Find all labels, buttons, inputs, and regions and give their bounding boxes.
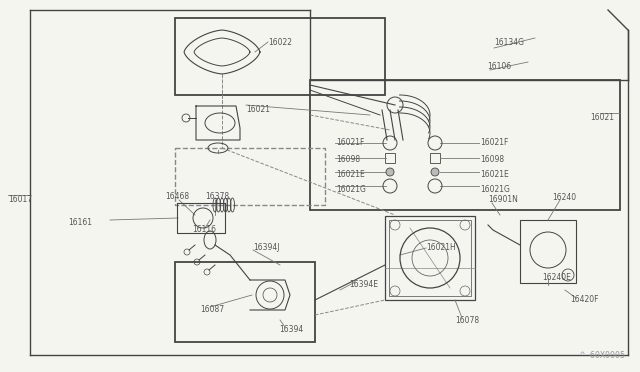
Bar bbox=[175, 18, 385, 95]
Text: 16394E: 16394E bbox=[349, 280, 378, 289]
Text: 16116: 16116 bbox=[192, 225, 216, 234]
Text: 16021G: 16021G bbox=[336, 185, 366, 194]
Text: 16098: 16098 bbox=[480, 155, 504, 164]
Text: 16420F: 16420F bbox=[570, 295, 598, 304]
Circle shape bbox=[431, 168, 439, 176]
Bar bbox=[389, 220, 471, 296]
Text: 16901N: 16901N bbox=[488, 195, 518, 204]
Text: 16017: 16017 bbox=[8, 195, 32, 204]
Text: 16021E: 16021E bbox=[336, 170, 365, 179]
Text: 16468: 16468 bbox=[165, 192, 189, 201]
Text: 16098: 16098 bbox=[336, 155, 360, 164]
Text: 16087: 16087 bbox=[200, 305, 224, 314]
Bar bbox=[385, 153, 395, 163]
Text: 16134G: 16134G bbox=[494, 38, 524, 47]
Text: 16021F: 16021F bbox=[480, 138, 508, 147]
Text: 16021F: 16021F bbox=[336, 138, 364, 147]
Bar bbox=[385, 216, 475, 300]
Bar bbox=[520, 220, 576, 283]
Bar bbox=[175, 262, 315, 342]
Text: 16021E: 16021E bbox=[480, 170, 509, 179]
Text: 16240: 16240 bbox=[552, 193, 576, 202]
Text: 16106: 16106 bbox=[487, 62, 511, 71]
Text: 16394: 16394 bbox=[279, 325, 303, 334]
Bar bbox=[310, 80, 620, 210]
Text: 16078: 16078 bbox=[455, 316, 479, 325]
Text: 16161: 16161 bbox=[68, 218, 92, 227]
Bar bbox=[430, 153, 440, 163]
Text: 16021H: 16021H bbox=[426, 243, 456, 252]
Text: 16021G: 16021G bbox=[480, 185, 510, 194]
Text: 16022: 16022 bbox=[268, 38, 292, 47]
Text: 16021: 16021 bbox=[246, 105, 270, 114]
Text: 16240E: 16240E bbox=[542, 273, 571, 282]
Text: ^ 60X0005: ^ 60X0005 bbox=[580, 351, 625, 360]
Text: 16394J: 16394J bbox=[253, 243, 280, 252]
Text: 16378: 16378 bbox=[205, 192, 229, 201]
Bar bbox=[175, 148, 325, 205]
Text: 16021: 16021 bbox=[590, 113, 614, 122]
Circle shape bbox=[386, 168, 394, 176]
